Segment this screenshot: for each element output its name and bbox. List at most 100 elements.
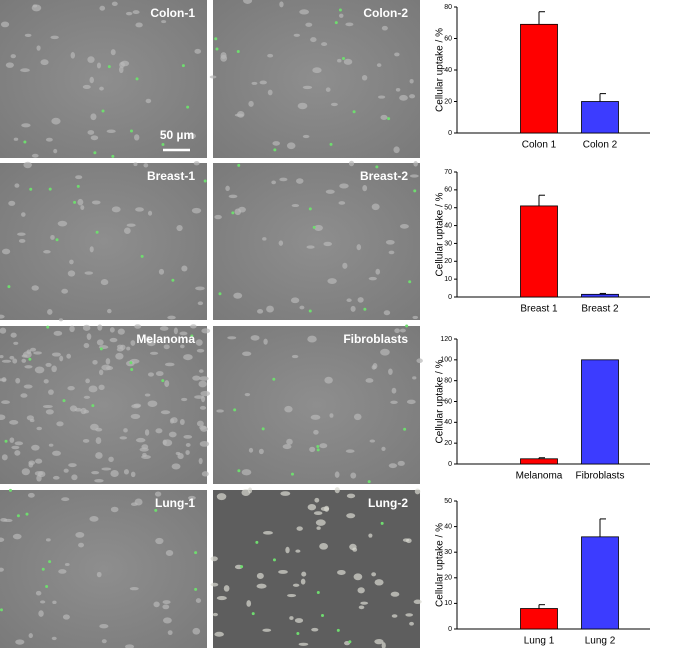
cell	[120, 60, 130, 67]
y-tick-label: 40	[444, 67, 452, 74]
fluorescent-spot	[99, 347, 103, 351]
cell	[300, 578, 306, 585]
cell	[391, 614, 398, 618]
cell	[380, 348, 390, 356]
y-tick-label: 20	[444, 440, 452, 447]
cell	[289, 616, 294, 620]
fluorescent-spot	[91, 404, 95, 408]
cell	[91, 200, 101, 205]
cell	[82, 84, 91, 90]
cell	[228, 194, 238, 199]
y-tick-label: 50	[444, 498, 452, 505]
panel-label: Fibroblasts	[343, 332, 408, 346]
cell	[109, 327, 115, 333]
cell	[212, 612, 218, 617]
cell	[285, 546, 290, 554]
cell	[263, 531, 273, 535]
cell	[108, 456, 114, 462]
cell	[144, 429, 150, 436]
cell	[216, 595, 227, 601]
fluorescent-spot	[273, 148, 277, 152]
fluorescent-spot	[237, 469, 241, 473]
cell	[83, 395, 91, 399]
cell	[416, 358, 423, 364]
cell	[77, 198, 84, 206]
fluorescent-spot	[240, 565, 244, 569]
cell	[118, 66, 124, 74]
cell	[307, 503, 317, 511]
fluorescent-spot	[296, 632, 300, 636]
cell	[357, 297, 364, 303]
error-bar	[538, 194, 545, 206]
cell	[409, 94, 416, 99]
cell	[160, 410, 171, 415]
cell	[267, 53, 274, 58]
cell	[15, 377, 21, 384]
cell	[20, 393, 28, 398]
cell	[405, 613, 414, 617]
bar	[581, 359, 619, 465]
y-tick-label: 60	[444, 187, 452, 194]
cell	[293, 33, 300, 37]
cell	[110, 506, 119, 513]
cell	[31, 285, 39, 291]
cell	[5, 62, 14, 68]
cell	[185, 450, 190, 455]
cell	[251, 81, 258, 85]
cell	[84, 271, 94, 275]
cell	[12, 533, 22, 540]
cell	[368, 276, 377, 281]
cell	[161, 20, 167, 24]
cell	[96, 571, 102, 578]
cell	[92, 359, 98, 365]
cell	[100, 279, 109, 286]
panel-label: Breast-2	[360, 169, 408, 183]
micrograph	[213, 163, 420, 320]
cell	[78, 542, 84, 548]
cell	[101, 467, 112, 471]
y-tick-label: 40	[444, 523, 452, 530]
y-tick-label: 30	[444, 240, 452, 247]
cell	[110, 470, 119, 477]
cell	[223, 585, 230, 592]
fluorescent-spot	[4, 439, 8, 443]
cell	[199, 405, 207, 410]
cell	[0, 21, 10, 28]
cell	[0, 537, 5, 542]
panel-label: Lung-2	[368, 496, 408, 510]
cell	[168, 431, 177, 438]
cell	[117, 328, 125, 335]
cell	[135, 207, 144, 212]
cell	[67, 270, 76, 277]
fluorescent-spot	[7, 285, 11, 289]
cell	[413, 599, 422, 604]
cell	[98, 384, 105, 391]
cell	[181, 265, 188, 272]
cell	[27, 492, 35, 498]
cell	[196, 348, 205, 353]
cell	[248, 487, 253, 494]
cell	[85, 378, 90, 384]
cell	[361, 74, 368, 81]
cell	[12, 358, 18, 364]
cell	[371, 572, 377, 577]
cell	[33, 351, 42, 355]
cell	[399, 224, 409, 229]
error-bar	[538, 11, 545, 25]
fluorescent-spot	[46, 325, 50, 329]
cell	[395, 87, 401, 92]
cell	[56, 421, 64, 427]
cell	[399, 94, 408, 101]
cell	[89, 515, 99, 522]
cell	[155, 428, 163, 434]
fluorescent-spot	[231, 211, 235, 215]
cell	[48, 443, 54, 447]
fluorescent-spot	[261, 427, 265, 431]
cell	[381, 446, 386, 451]
cell	[45, 409, 54, 415]
fluorescent-spot	[29, 187, 33, 191]
fluorescent-spot	[338, 8, 342, 12]
cell	[324, 376, 333, 384]
cell	[0, 327, 7, 334]
y-tick-label: 0	[448, 461, 452, 468]
